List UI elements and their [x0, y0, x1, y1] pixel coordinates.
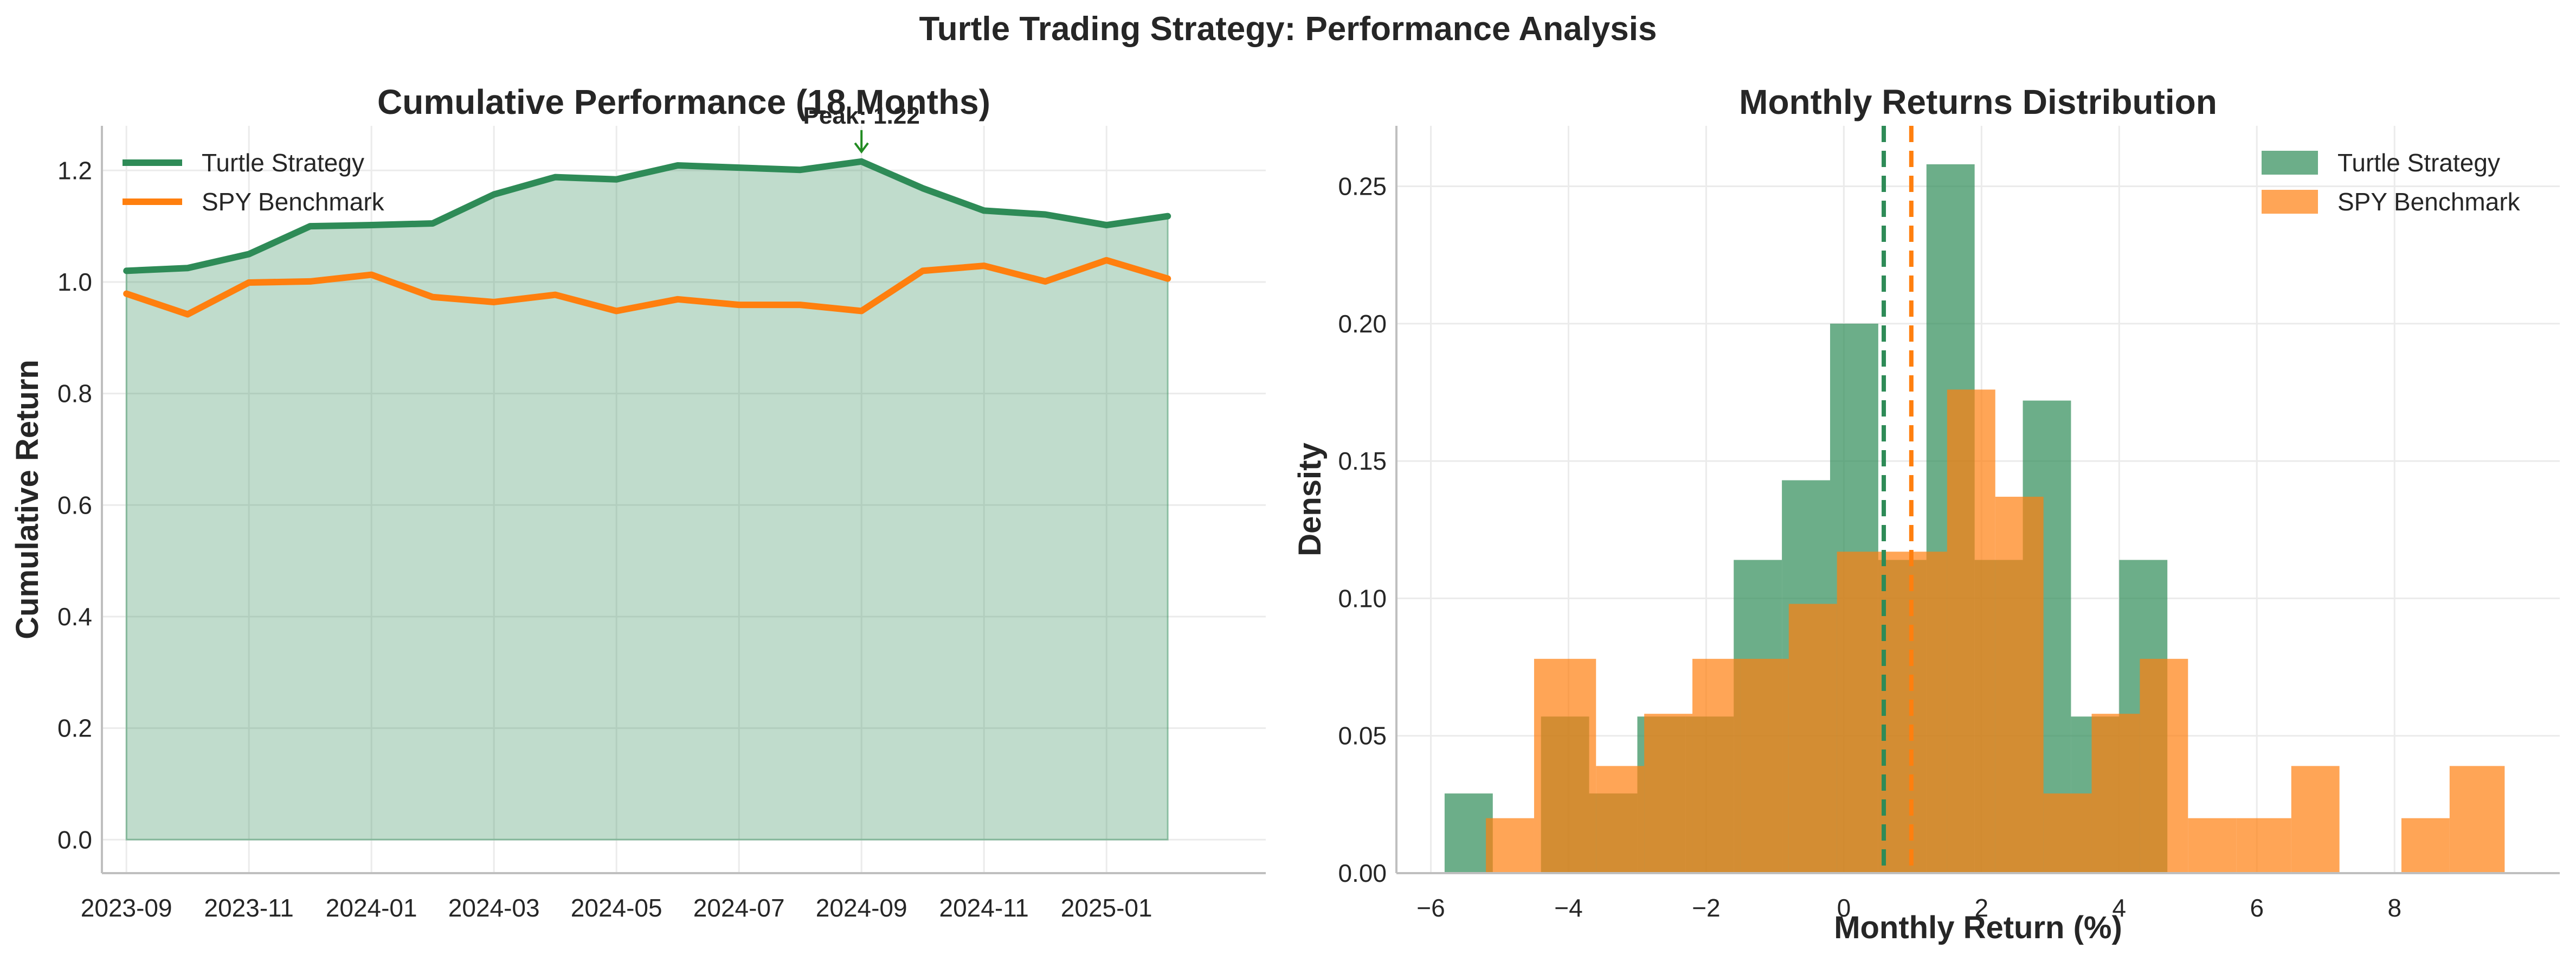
y-tick-label: 0.20 [1338, 310, 1387, 338]
axes [101, 126, 1266, 874]
x-tick-labels: −6 −4 −2 0 2 4 6 8 [1416, 894, 2401, 922]
x-tick-label: 2023-09 [81, 894, 172, 922]
y-tick-label: 0.4 [57, 603, 92, 631]
histogram-bar [1692, 658, 1741, 873]
x-tick-label: 2024-05 [571, 894, 662, 922]
cumulative-y-axis-label: Cumulative Return [10, 360, 45, 639]
histogram-bar [2140, 658, 2188, 873]
y-tick-label: 0.8 [57, 380, 92, 408]
legend-label-turtle-strategy: Turtle Strategy [202, 149, 364, 177]
figure-suptitle: Turtle Trading Strategy: Performance Ana… [919, 10, 1657, 48]
histogram-bar [1486, 818, 1534, 873]
histogram-bar [1534, 658, 1596, 873]
legend-label-spy-benchmark: SPY Benchmark [2337, 188, 2521, 216]
histogram-bar [1788, 604, 1837, 873]
histogram-bar [2291, 766, 2340, 873]
y-tick-label: 0.25 [1338, 172, 1387, 200]
x-tick-label: 4 [2113, 894, 2127, 922]
x-tick-label: 6 [2250, 894, 2264, 922]
y-tick-label: 0.2 [57, 714, 92, 742]
series-lines [123, 158, 1171, 318]
cumulative-chart-title: Cumulative Performance (18 Months) [377, 82, 990, 121]
histogram-bar [2449, 766, 2505, 873]
cumulative-performance-chart: 2023-09 2023-11 2024-01 2024-03 2024-05 2024-… [10, 82, 1266, 922]
y-tick-label: 0.0 [57, 825, 92, 854]
y-tick-label: 0.15 [1338, 447, 1387, 475]
y-tick-label: 1.2 [57, 156, 92, 184]
y-tick-labels: 0.0 0.2 0.4 0.6 0.8 1.0 1.2 [57, 156, 92, 854]
distribution-y-axis-label: Density [1292, 443, 1328, 556]
histogram-bar [1644, 714, 1693, 873]
series-line-turtle-strategy [123, 158, 1171, 274]
histogram-bar [2236, 818, 2291, 873]
x-tick-label: 2024-01 [326, 894, 417, 922]
histogram-bar [2188, 818, 2237, 873]
y-tick-label: 0.10 [1338, 584, 1387, 612]
strategy-area [125, 161, 1169, 841]
peak-arrow-icon [854, 130, 869, 154]
y-tick-label: 1.0 [57, 268, 92, 296]
x-tick-label: 2024-09 [816, 894, 907, 922]
cumulative-legend: Turtle Strategy SPY Benchmark [123, 149, 385, 216]
y-tick-label: 0.05 [1338, 722, 1387, 750]
x-tick-label: −6 [1416, 894, 1445, 922]
strategy-area-fill [125, 161, 1169, 841]
y-tick-labels: 0.00 0.05 0.10 0.15 0.20 0.25 [1338, 172, 1387, 887]
x-tick-label: 2025-01 [1061, 894, 1152, 922]
peak-annotation-label: Peak: 1.22 [803, 102, 920, 129]
returns-distribution-chart: −6 −4 −2 0 2 4 6 8 0.00 0.05 0.10 0.15 0.20 0.25 Mon… [1292, 82, 2560, 945]
axes [1395, 126, 2560, 874]
peak-annotation: Peak: 1.22 [803, 102, 920, 154]
legend-label-spy-benchmark: SPY Benchmark [202, 188, 385, 216]
distribution-chart-title: Monthly Returns Distribution [1739, 82, 2217, 121]
x-tick-label: 2024-07 [693, 894, 785, 922]
histogram-bar [1596, 766, 1645, 873]
legend-swatch-turtle-strategy [2262, 151, 2318, 175]
series-line-spy-benchmark [123, 257, 1171, 318]
histogram-spy-benchmark [1486, 389, 2505, 873]
legend-swatch-spy-benchmark [2262, 190, 2318, 214]
histogram-bar [1837, 552, 1885, 873]
distribution-legend: Turtle Strategy SPY Benchmark [2262, 149, 2521, 216]
x-tick-labels: 2023-09 2023-11 2024-01 2024-03 2024-05 2024-… [81, 894, 1152, 922]
x-tick-label: −4 [1554, 894, 1582, 922]
histogram-bar [1740, 658, 1789, 873]
x-tick-label: 0 [1837, 894, 1851, 922]
histogram-bar [2091, 714, 2140, 873]
histogram-bar [1444, 793, 1493, 873]
x-tick-label: 2024-03 [448, 894, 540, 922]
histogram-bar [1995, 496, 2044, 873]
x-tick-label: 2024-11 [939, 894, 1028, 922]
x-tick-label: −2 [1692, 894, 1720, 922]
legend-label-turtle-strategy: Turtle Strategy [2337, 149, 2500, 177]
y-tick-label: 0.00 [1338, 859, 1387, 887]
histogram-bar [2401, 818, 2450, 873]
histogram-bar [1885, 552, 1947, 873]
x-tick-label: 8 [2387, 894, 2401, 922]
histogram-bar [1947, 389, 1995, 873]
distribution-x-axis-label: Monthly Return (%) [1834, 910, 2122, 945]
x-tick-label: 2023-11 [204, 894, 293, 922]
y-tick-label: 0.6 [57, 491, 92, 519]
x-tick-label: 2 [1975, 894, 1989, 922]
histogram-bar [2043, 793, 2092, 873]
